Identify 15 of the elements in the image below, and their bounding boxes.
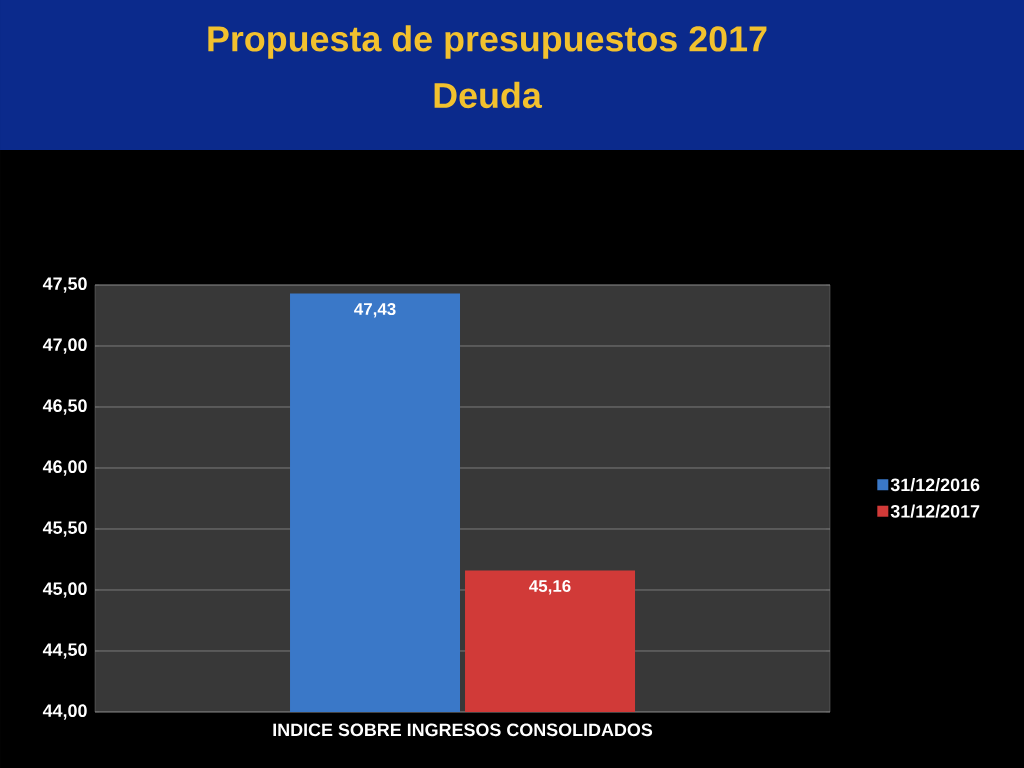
chart-title: Propuesta de presupuestos 2017 [208,25,767,59]
data-label: 47,43 [354,303,396,318]
y-tick-label: 46,00 [42,460,87,476]
chart-subtitle: Deuda [434,81,543,109]
y-tick-label: 44,50 [42,643,87,659]
legend-label: 31/12/2016 [890,478,980,492]
y-tick-label: 47,00 [42,338,87,354]
data-label: 45,16 [529,579,571,595]
y-tick-label: 47,50 [42,277,87,293]
y-tick-label: 45,50 [42,521,87,537]
legend-label: 31/12/2017 [890,504,980,518]
y-tick-label: 44,00 [42,704,87,720]
y-tick-label: 45,00 [42,582,87,598]
y-tick-label: 46,50 [42,399,87,415]
x-tick-label: INDICE SOBRE INGRESOS CONSOLIDADOS [273,723,653,737]
